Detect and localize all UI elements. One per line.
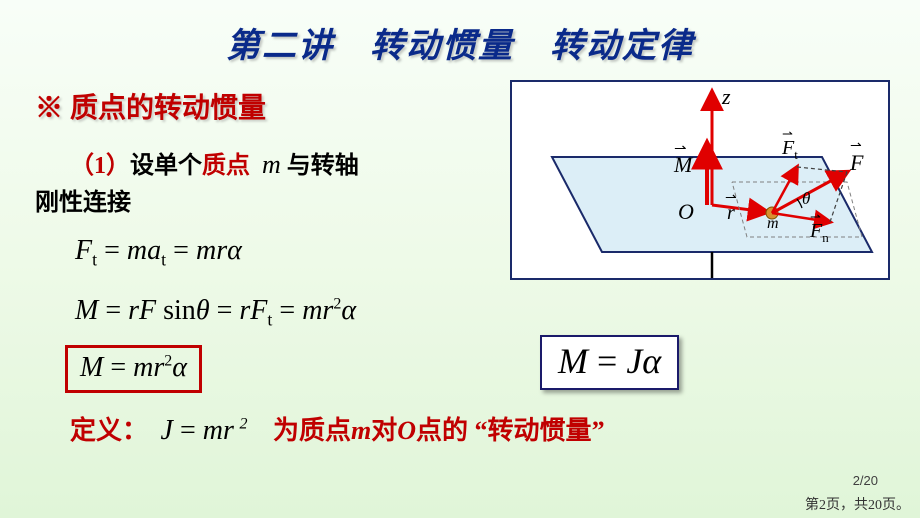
label-r: r⇀ xyxy=(727,202,735,225)
boxed-equation-red: M = mr2α xyxy=(65,345,202,393)
def-term: 转动惯量 xyxy=(488,416,592,445)
item-number: （1） xyxy=(70,153,130,179)
boxed-equation-black: M = Jα xyxy=(540,335,679,390)
equation-2: M = rF sinθ = rFt = mr2α xyxy=(75,295,356,327)
def-label: 定义： xyxy=(70,416,148,445)
label-Fn: F⇀n xyxy=(810,220,829,246)
def-var-m: m xyxy=(351,416,371,445)
section-header: ※ 质点的转动惯量 xyxy=(35,86,266,126)
equation-1: Ft = mat = mrα xyxy=(75,235,242,267)
equation-4: M = Jα xyxy=(558,341,661,381)
page-number-small: 2/20 xyxy=(853,473,878,488)
definition-line: 定义： J = mr 2 为质点m对O点的 “转动惯量” xyxy=(70,410,605,447)
body-line-1: （1）设单个质点 m 与转轴 xyxy=(70,145,359,180)
label-O: O xyxy=(678,199,694,225)
def-suffix: 点的 xyxy=(416,416,468,445)
text-prefix: 设单个 xyxy=(130,153,202,179)
label-Ft: F⇀t xyxy=(782,137,798,163)
def-mid: 对 xyxy=(371,416,397,445)
section-marker: ※ xyxy=(35,93,63,124)
red-word: 质点 xyxy=(202,153,250,179)
section-text: 质点的转动惯量 xyxy=(70,93,266,124)
label-F: F⇀ xyxy=(850,150,863,176)
def-prefix: 为质点 xyxy=(273,416,351,445)
quote-close: ” xyxy=(592,416,605,445)
def-var-O: O xyxy=(397,416,416,445)
body-line-2: 刚性连接 xyxy=(35,182,131,217)
quote-open: “ xyxy=(475,416,488,445)
label-M: M⇀ xyxy=(674,152,692,178)
diagram-svg xyxy=(512,82,888,278)
var-m: m xyxy=(262,150,281,179)
def-formula: J = mr 2 xyxy=(155,415,254,446)
equation-3: M = mr2α xyxy=(80,352,187,383)
slide-title: 第二讲 转动惯量 转动定律 xyxy=(0,0,920,67)
text-suffix: 与转轴 xyxy=(287,153,359,179)
physics-diagram: z M⇀ O r⇀ m F⇀ F⇀t F⇀n θ xyxy=(510,80,890,280)
def-text: 为质点m对O点的 “转动惯量” xyxy=(266,416,604,445)
label-theta: θ xyxy=(802,189,810,209)
page-footer: 第2页，共20页。 xyxy=(805,494,910,514)
label-m: m xyxy=(767,215,779,233)
label-z: z xyxy=(722,84,731,110)
